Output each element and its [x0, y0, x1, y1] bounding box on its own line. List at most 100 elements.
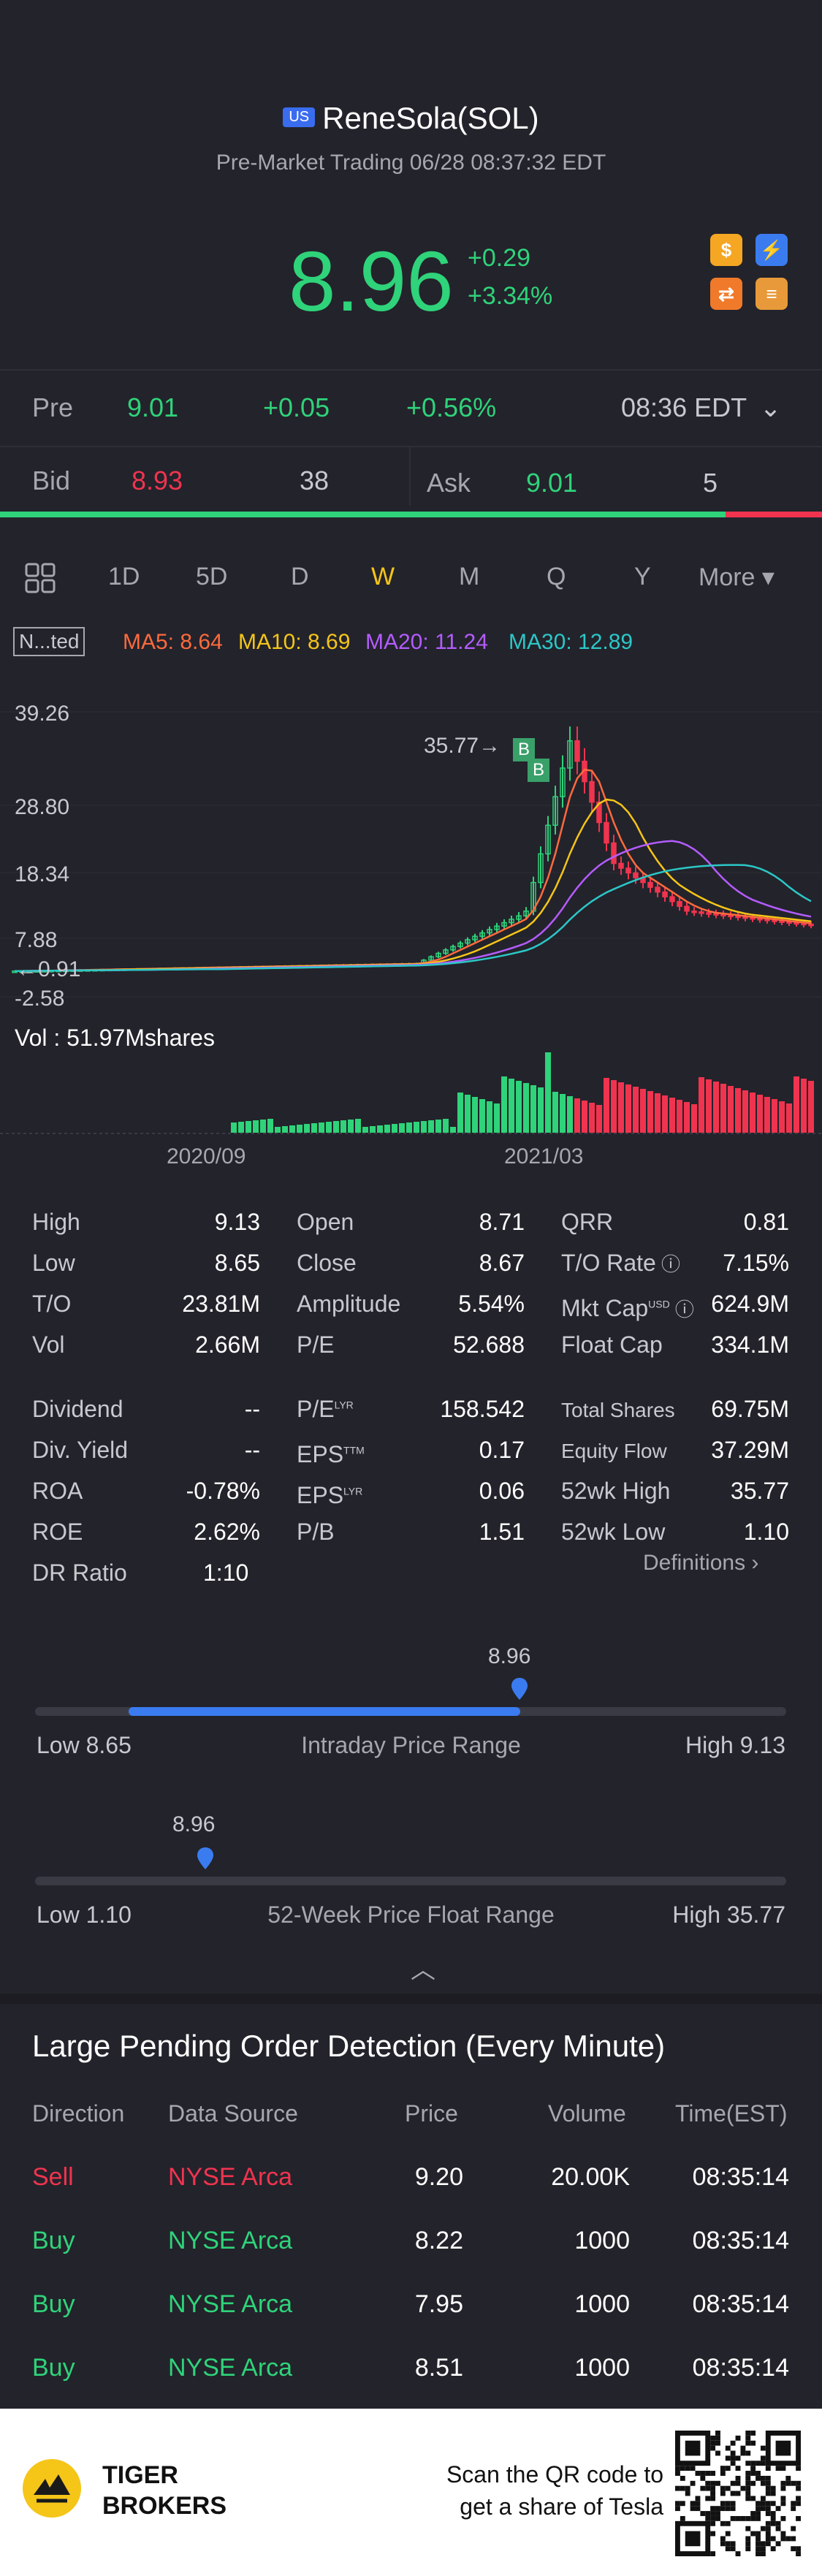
buy-marker[interactable]: B: [513, 738, 535, 761]
table-row[interactable]: Buy NYSE Arca 7.95 1000 08:35:14: [0, 2283, 822, 2346]
candle-body: [472, 935, 478, 941]
qr-module: [710, 2551, 716, 2556]
volume-label: Vol : 51.97Mshares: [15, 1025, 215, 1051]
qr-module: [705, 2511, 711, 2516]
tab-m[interactable]: M: [459, 563, 480, 590]
qr-module: [775, 2526, 781, 2531]
qr-module: [690, 2506, 696, 2512]
qr-module: [680, 2475, 685, 2481]
ma20-line: [14, 840, 812, 973]
info-icon[interactable]: ⓘ: [655, 1253, 681, 1275]
order-price: 8.51: [414, 2354, 463, 2382]
qr-module: [710, 2445, 716, 2451]
to-rate-label: T/O Rate ⓘ: [561, 1250, 681, 1276]
order-price: 8.22: [414, 2227, 463, 2254]
volume-bar: [377, 1125, 383, 1133]
order-direction: Buy: [32, 2354, 75, 2382]
volume-bar: [487, 1101, 492, 1133]
qr-module: [745, 2546, 751, 2552]
definitions-link[interactable]: Definitions ›: [643, 1551, 759, 1575]
qr-module: [675, 2501, 680, 2507]
qr-module: [765, 2511, 771, 2516]
info-icon[interactable]: ⓘ: [669, 1299, 694, 1321]
qr-module: [705, 2485, 711, 2491]
table-row[interactable]: Sell NYSE Arca 9.20 20.00K 08:35:14: [0, 2156, 822, 2219]
qr-module: [710, 2440, 716, 2446]
pre-label: Pre: [32, 392, 74, 422]
qr-module: [765, 2480, 771, 2486]
qr-module: [760, 2480, 766, 2486]
chevron-right-icon: ›: [751, 1551, 759, 1575]
tab-y[interactable]: Y: [634, 563, 651, 590]
qr-module: [720, 2490, 726, 2496]
col-header-price: Price: [405, 2100, 458, 2127]
pre-change: +0.05: [263, 392, 330, 422]
volume-bar: [794, 1076, 799, 1133]
tab-more[interactable]: More ▾: [699, 563, 775, 591]
qr-module: [756, 2511, 761, 2516]
candle-body: [494, 925, 500, 930]
volume-bar: [450, 1127, 456, 1133]
qr-module: [740, 2445, 746, 2451]
grid-icon[interactable]: [23, 560, 58, 595]
qr-module: [705, 2515, 711, 2521]
qr-module: [796, 2466, 801, 2471]
stat-label: Div. Yield: [32, 1437, 129, 1463]
collapse-chevron-up-icon[interactable]: ︿: [411, 1956, 435, 1984]
promo-line1: Scan the QR code to: [446, 2461, 663, 2488]
volume-bar: [465, 1095, 471, 1133]
qr-module: [720, 2520, 726, 2526]
qr-module: [745, 2480, 751, 2486]
volume-bar: [560, 1094, 566, 1133]
volume-bar: [574, 1098, 580, 1133]
qr-module: [750, 2515, 756, 2521]
table-row[interactable]: Buy NYSE Arca 8.51 1000 08:35:14: [0, 2347, 822, 2409]
volume-bar: [333, 1121, 339, 1133]
candle-body: [479, 932, 485, 937]
tab-5d[interactable]: 5D: [196, 563, 228, 590]
volume-bar: [699, 1077, 704, 1133]
qr-module: [680, 2485, 685, 2491]
candle-body: [684, 905, 690, 912]
tab-q[interactable]: Q: [547, 563, 566, 590]
tab-w[interactable]: W: [371, 563, 395, 590]
stat-label: 52wk Low: [561, 1519, 666, 1545]
order-price: 7.95: [414, 2290, 463, 2318]
week52-high: High 35.77: [672, 1901, 785, 1928]
qr-module: [791, 2536, 796, 2542]
qr-code[interactable]: [675, 2431, 801, 2556]
buy-marker[interactable]: B: [528, 759, 549, 782]
pre-time-selector[interactable]: 08:36 EDT ⌄: [621, 392, 782, 423]
qr-module: [695, 2506, 701, 2512]
stat-value: 1.51: [479, 1519, 525, 1545]
exchange-icon[interactable]: ⇄: [710, 278, 742, 310]
lightning-icon[interactable]: ⚡: [756, 234, 788, 266]
layers-icon[interactable]: ≡: [756, 278, 788, 310]
y-tick: 39.26: [15, 702, 70, 726]
table-row[interactable]: Buy NYSE Arca 8.22 1000 08:35:14: [0, 2219, 822, 2282]
promo-footer[interactable]: TIGER BROKERS Scan the QR code to get a …: [0, 2409, 822, 2576]
tab-1d[interactable]: 1D: [108, 563, 140, 590]
qr-module: [760, 2496, 766, 2501]
candle-body: [450, 946, 456, 951]
qr-module: [730, 2506, 736, 2512]
volume-bar: [275, 1127, 281, 1133]
stat-label: Total Shares: [561, 1399, 675, 1421]
tab-d[interactable]: D: [291, 563, 309, 590]
qr-module: [765, 2541, 771, 2547]
qr-module: [780, 2515, 786, 2521]
qr-module: [720, 2485, 726, 2491]
price-chart[interactable]: [0, 687, 822, 1169]
volume-bar: [625, 1084, 631, 1133]
qr-module: [765, 2520, 771, 2526]
qr-module: [705, 2471, 711, 2476]
qr-module: [730, 2455, 736, 2461]
volume-bar: [355, 1119, 361, 1133]
dollar-icon[interactable]: $: [710, 234, 742, 266]
x-tick: 2021/03: [504, 1144, 584, 1169]
volume-bar: [538, 1087, 544, 1133]
volume-bar: [757, 1095, 763, 1133]
week52-range-track: [35, 1877, 786, 1885]
ask-size: 5: [703, 468, 718, 498]
indicator-toggle[interactable]: N...ted: [13, 627, 85, 656]
